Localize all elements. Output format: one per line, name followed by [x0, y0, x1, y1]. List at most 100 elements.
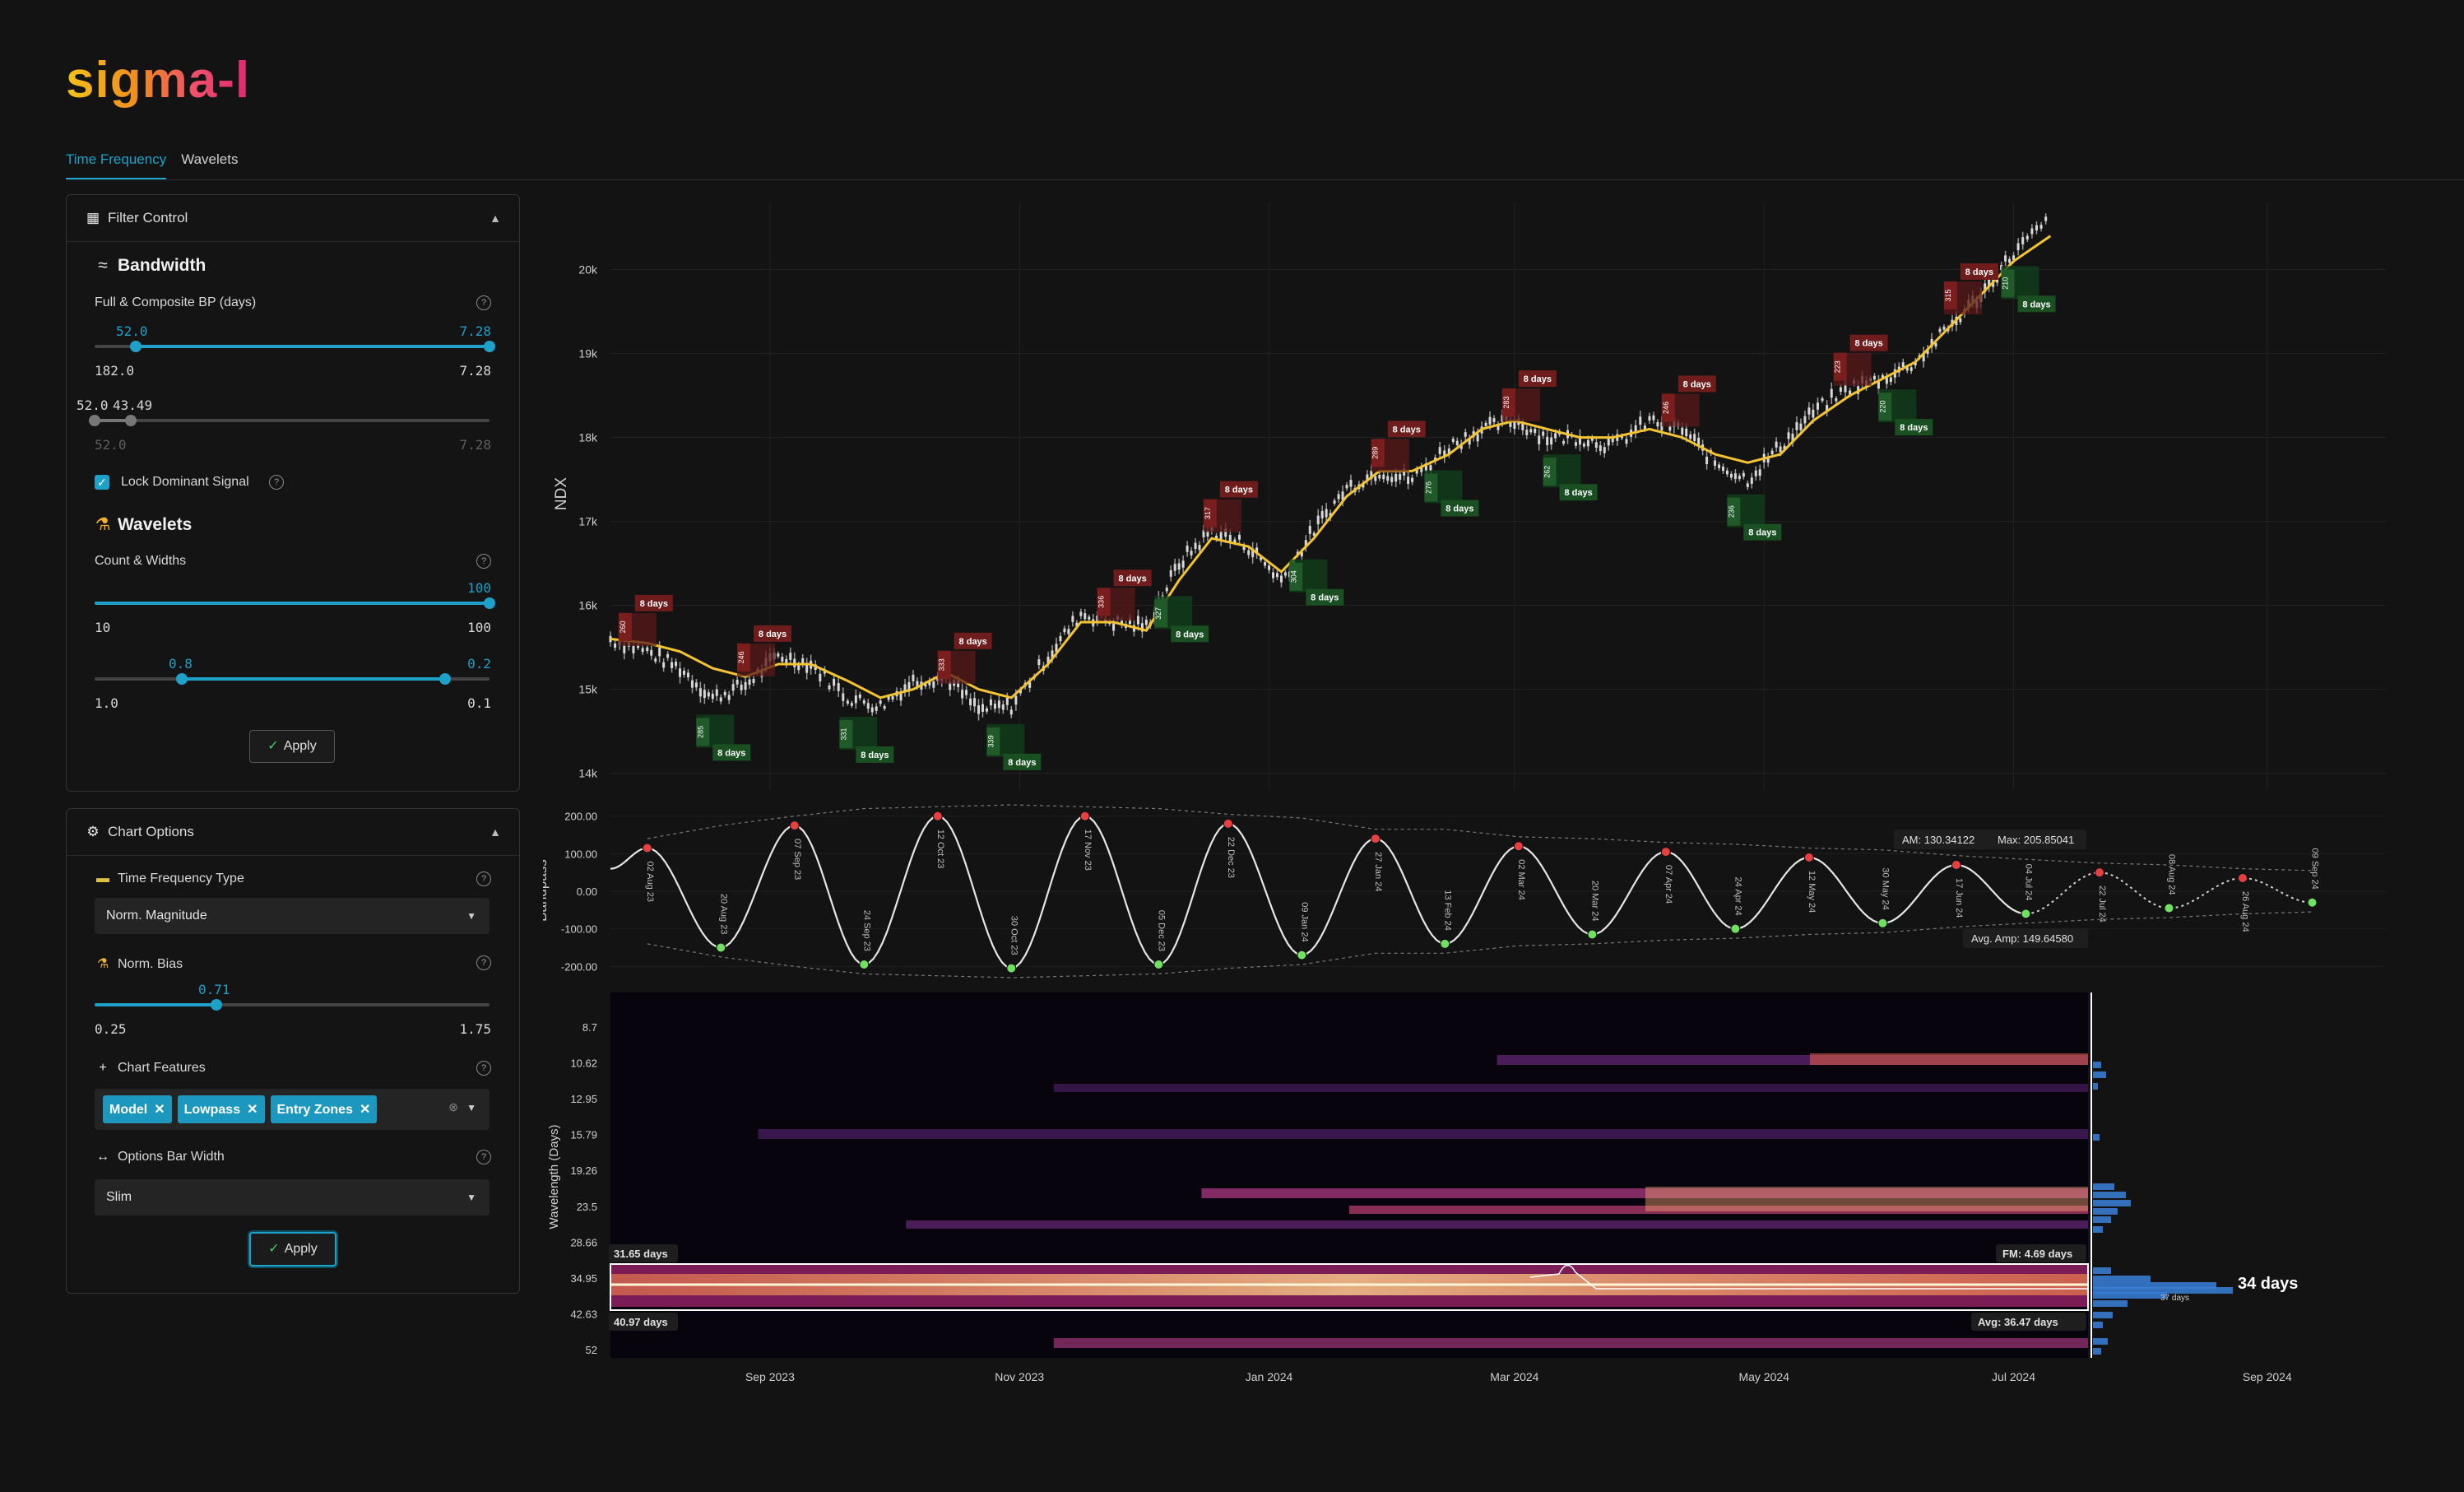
lock-checkbox[interactable]: ✓: [95, 475, 109, 490]
price-candle-body: [1464, 432, 1467, 437]
features-multiselect[interactable]: Model ✕ Lowpass ✕ Entry Zones ✕ ⊗ ▼: [95, 1089, 490, 1130]
price-candle-body: [1826, 405, 1829, 412]
price-candle-body: [654, 658, 657, 662]
arrows-horizontal-icon: ↔: [96, 1150, 109, 1164]
price-candle-body: [1791, 433, 1794, 442]
help-icon[interactable]: ?: [476, 1061, 491, 1076]
bar-width-select[interactable]: Slim ▼: [95, 1179, 490, 1215]
bandpass-date-label: 17 Jun 24: [1954, 878, 1964, 918]
price-candle-body: [1779, 446, 1782, 453]
help-icon[interactable]: ?: [476, 554, 491, 569]
chevron-up-icon[interactable]: ▲: [490, 825, 501, 839]
help-icon[interactable]: ?: [476, 871, 491, 886]
bias-handle[interactable]: [211, 999, 222, 1011]
width-min: 1.0: [95, 695, 118, 711]
price-candle-body: [1341, 491, 1344, 500]
composite-low-handle[interactable]: [89, 415, 100, 426]
bias-slider[interactable]: [95, 999, 490, 1011]
price-candle-body: [1177, 563, 1181, 570]
price-candle-body: [1586, 439, 1589, 447]
peak-days-box: [754, 625, 792, 642]
price-candle-body: [854, 695, 857, 704]
help-icon[interactable]: ?: [269, 475, 284, 490]
bandpass-tick-label: 100.00: [564, 848, 597, 860]
width-high-handle[interactable]: [439, 673, 451, 685]
trough-bars-box: [1543, 458, 1557, 486]
price-candle-body: [1603, 447, 1606, 453]
trough-days-label: 8 days: [1564, 488, 1592, 498]
price-candle-body: [1411, 477, 1414, 482]
price-candle-body: [785, 658, 788, 665]
full-bp-slider[interactable]: [95, 341, 495, 352]
wavelength-histogram-bar: [2093, 1348, 2101, 1355]
filter-control-header[interactable]: ▦ Filter Control ▲: [67, 195, 519, 242]
price-candle-body: [1128, 618, 1131, 625]
full-bp-low-value: 52.0: [116, 323, 148, 339]
composite-slider[interactable]: [89, 415, 490, 426]
price-candle-body: [1562, 440, 1566, 444]
price-candle-body: [650, 649, 653, 656]
full-bp-high-value: 7.28: [459, 323, 491, 339]
feature-chip-model[interactable]: Model ✕: [103, 1095, 172, 1123]
trough-bars-box: [1289, 562, 1303, 591]
chart-options-header[interactable]: ⚙ Chart Options ▲: [67, 809, 519, 856]
price-candle-body: [715, 689, 718, 696]
price-candle-body: [1190, 551, 1193, 555]
wavelength-histogram-bar: [2093, 1300, 2128, 1307]
heatmap-hotspot: [1645, 1187, 2088, 1211]
tab-time-frequency[interactable]: Time Frequency: [66, 148, 167, 180]
width-low-handle[interactable]: [176, 673, 188, 685]
full-bp-high-handle[interactable]: [484, 341, 495, 352]
remove-icon[interactable]: ✕: [359, 1103, 371, 1117]
tf-type-select[interactable]: Norm. Magnitude ▼: [95, 898, 490, 934]
help-icon[interactable]: ?: [476, 955, 491, 970]
trough-days-label: 8 days: [1008, 758, 1036, 768]
chart-apply-button[interactable]: ✓ Apply: [249, 1232, 336, 1267]
price-candle-body: [989, 699, 992, 706]
remove-icon[interactable]: ✕: [154, 1103, 165, 1117]
clear-all-icon[interactable]: ⊗: [448, 1100, 458, 1113]
count-slider[interactable]: [95, 597, 495, 609]
price-candle-body: [1071, 616, 1074, 622]
help-icon[interactable]: ?: [476, 1150, 491, 1164]
bandpass-trough-marker: [1877, 918, 1888, 928]
price-candle-body: [1312, 532, 1316, 536]
price-candle-body: [623, 645, 626, 653]
band-upper-text: 31.65 days: [614, 1248, 668, 1260]
remove-icon[interactable]: ✕: [247, 1103, 258, 1117]
price-candle-body: [1648, 416, 1651, 421]
chevron-up-icon[interactable]: ▲: [490, 211, 501, 225]
dominant-band-outline: [610, 1263, 2089, 1311]
price-candle-body: [1136, 616, 1139, 625]
price-candle-body: [2035, 225, 2038, 230]
bandpass-peak-marker: [932, 811, 943, 821]
filter-apply-button[interactable]: ✓ Apply: [249, 730, 335, 763]
peak-days-box: [1960, 263, 1998, 280]
price-candle-body: [993, 703, 996, 709]
price-candle-body: [1656, 422, 1659, 427]
width-slider[interactable]: [95, 673, 490, 685]
count-handle[interactable]: [484, 597, 495, 609]
feature-chip-lowpass[interactable]: Lowpass ✕: [177, 1095, 265, 1123]
trough-bars-box: [986, 727, 1000, 755]
help-icon[interactable]: ?: [476, 295, 491, 310]
bar-width-value: Slim: [106, 1190, 132, 1204]
price-candle-body: [1283, 572, 1287, 576]
full-bp-low-handle[interactable]: [130, 341, 142, 352]
trough-bars-label: 262: [1543, 466, 1552, 478]
price-candle-body: [2021, 237, 2025, 244]
price-candle-body: [777, 653, 780, 657]
tab-wavelets[interactable]: Wavelets: [181, 151, 239, 167]
bandpass-trough-marker: [859, 960, 870, 970]
feature-chip-entry-zones[interactable]: Entry Zones ✕: [270, 1095, 378, 1123]
composite-high-handle[interactable]: [125, 415, 137, 426]
price-candle-body: [637, 644, 640, 648]
price-candle-body: [912, 674, 915, 681]
peak-bars-box: [1371, 439, 1385, 467]
bandpass-peak-marker: [789, 820, 800, 831]
wavelength-histogram-bar: [2093, 1312, 2113, 1318]
price-candle-body: [1942, 326, 1946, 330]
trough-entry-zone: 8 days 276: [1424, 470, 1479, 517]
caret-down-icon[interactable]: ▼: [466, 1102, 476, 1113]
